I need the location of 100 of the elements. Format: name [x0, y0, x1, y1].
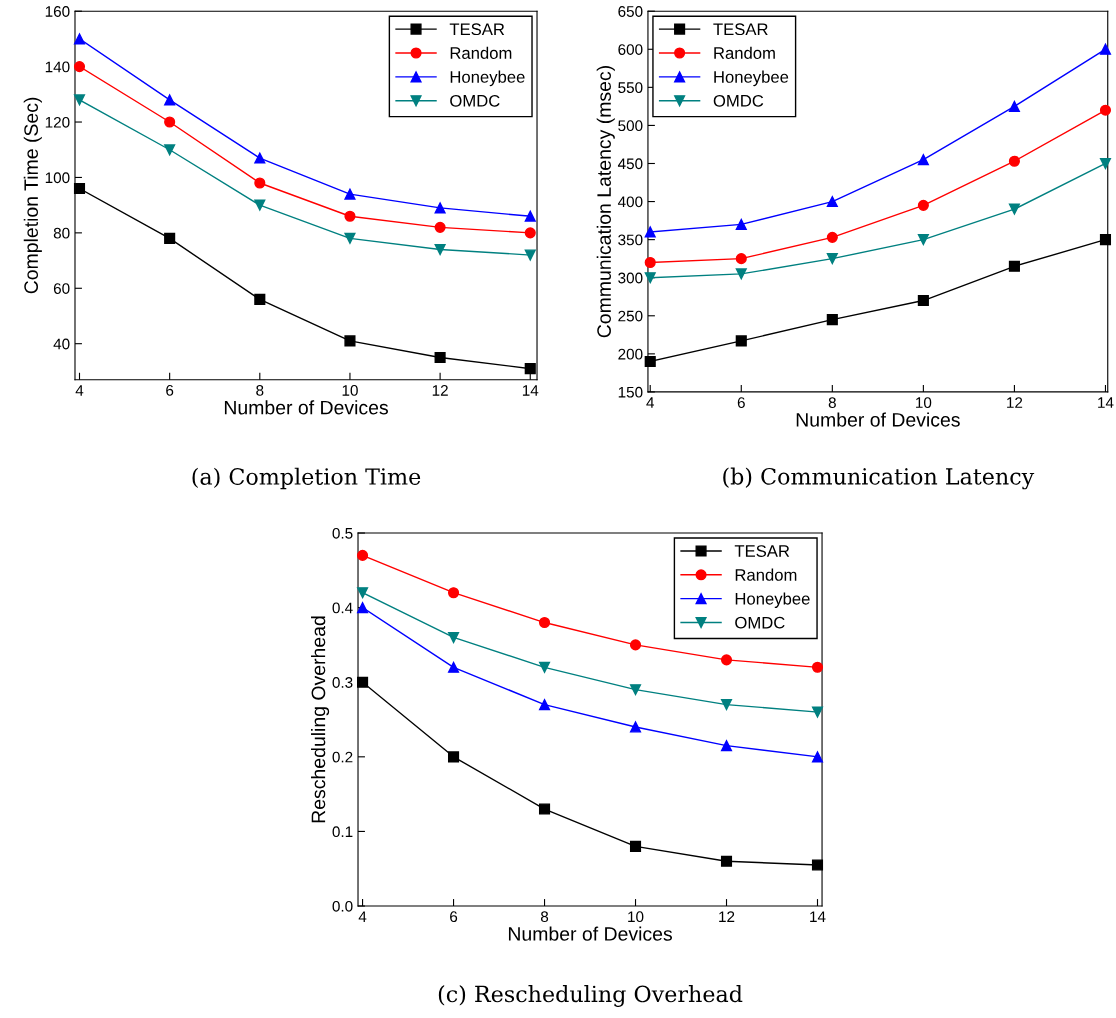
- legend-label: Random: [735, 568, 797, 581]
- point: [434, 351, 446, 364]
- y-tick-label: 550: [618, 82, 643, 94]
- y-tick-label: 160: [45, 6, 70, 17]
- point: [1099, 157, 1112, 170]
- y-tick-label: 150: [618, 386, 643, 398]
- y-tick-label: 0.2: [332, 751, 353, 763]
- point: [344, 210, 356, 222]
- x-tick-label: 8: [540, 911, 549, 923]
- point: [254, 293, 266, 305]
- x-tick-label: 4: [75, 385, 84, 396]
- point: [735, 218, 747, 230]
- point: [434, 221, 446, 233]
- y-tick-label: 250: [618, 310, 643, 322]
- y-tick-label: 500: [618, 120, 643, 132]
- point: [164, 144, 176, 156]
- legend-label: Random: [714, 46, 775, 59]
- x-tick-label: 4: [646, 397, 655, 408]
- point: [538, 661, 551, 673]
- point: [434, 243, 446, 256]
- point: [254, 199, 266, 211]
- x-tick-label: 14: [522, 385, 539, 396]
- legend-label: TESAR: [713, 23, 768, 36]
- x-tick-label: 10: [916, 397, 932, 409]
- y-tick-label: 60: [53, 283, 70, 294]
- legend-label: OMDC: [735, 616, 785, 629]
- point: [524, 363, 536, 375]
- point: [1099, 104, 1112, 116]
- x-tick-label: 12: [719, 911, 735, 922]
- point: [1008, 155, 1020, 167]
- point: [357, 676, 369, 688]
- x-tick-label: 8: [256, 384, 264, 396]
- point: [811, 859, 824, 871]
- y-tick-label: 600: [618, 44, 643, 55]
- point: [344, 335, 356, 347]
- point: [629, 840, 642, 852]
- legend-label: TESAR: [734, 545, 790, 557]
- point: [720, 654, 733, 666]
- point: [1008, 100, 1020, 112]
- point: [344, 232, 356, 244]
- y-tick-label: 350: [618, 234, 643, 246]
- point: [1008, 203, 1020, 215]
- point: [917, 234, 929, 246]
- point: [629, 639, 642, 651]
- point: [524, 210, 536, 222]
- y-tick-label: 80: [53, 227, 70, 239]
- x-tick-label: 6: [737, 397, 745, 409]
- point: [826, 253, 838, 265]
- point: [357, 602, 369, 614]
- point: [73, 182, 86, 195]
- y-tick-label: 0.3: [332, 677, 353, 688]
- point: [735, 335, 747, 347]
- point: [629, 684, 642, 696]
- point: [826, 231, 838, 243]
- point: [164, 116, 176, 128]
- point: [811, 661, 824, 673]
- x-tick-label: 12: [432, 384, 448, 396]
- point: [917, 154, 929, 166]
- point: [164, 94, 176, 106]
- point: [524, 249, 536, 261]
- y-axis-title: Completion Time (Sec): [23, 97, 42, 294]
- point: [644, 226, 656, 238]
- x-tick-label: 6: [450, 911, 458, 923]
- point: [357, 549, 369, 561]
- legend-label: Honeybee: [450, 70, 525, 87]
- point: [644, 272, 656, 284]
- point: [720, 740, 733, 752]
- point: [735, 268, 747, 280]
- legend-label: OMDC: [450, 94, 500, 107]
- point: [434, 202, 446, 214]
- legend-label: TESAR: [449, 23, 505, 36]
- x-tick-label: 12: [1007, 397, 1023, 408]
- point: [73, 61, 86, 73]
- point: [917, 199, 929, 211]
- point: [720, 699, 733, 711]
- y-tick-label: 200: [618, 348, 643, 360]
- y-tick-label: 100: [45, 172, 70, 184]
- point: [344, 188, 356, 200]
- x-axis-title: Number of Devices: [508, 926, 672, 941]
- y-axis-title: Communication Latency (msec): [596, 66, 615, 338]
- x-tick-label: 14: [810, 911, 826, 922]
- point: [447, 751, 460, 763]
- point: [720, 855, 733, 867]
- point: [164, 232, 176, 244]
- text: (c) Rescheduling Overhead: [438, 985, 743, 1007]
- y-axis-title: Rescheduling Overhead: [311, 616, 330, 823]
- x-tick-label: 14: [1098, 397, 1114, 408]
- point: [644, 355, 656, 368]
- y-tick-label: 0.0: [332, 900, 353, 912]
- point: [826, 314, 838, 326]
- point: [629, 721, 642, 733]
- point: [917, 294, 929, 307]
- point: [254, 177, 266, 189]
- point: [524, 227, 536, 239]
- point: [447, 661, 460, 673]
- legend-label: Random: [450, 46, 512, 59]
- y-tick-label: 40: [53, 338, 70, 350]
- x-tick-label: 6: [166, 384, 174, 396]
- y-tick-label: 400: [617, 196, 643, 208]
- point: [811, 751, 824, 763]
